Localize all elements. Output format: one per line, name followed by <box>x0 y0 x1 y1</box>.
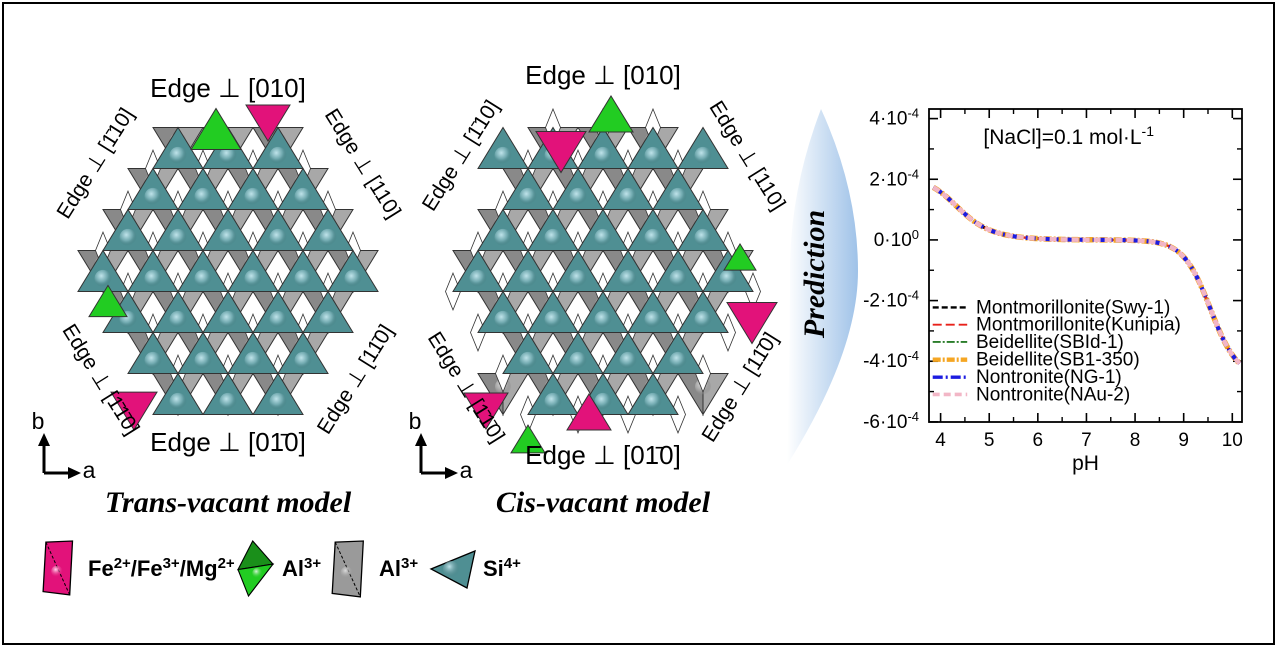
svg-text:4·10-4: 4·10-4 <box>869 105 919 130</box>
svg-text:0·100: 0·100 <box>874 226 919 251</box>
svg-text:Fe2+/Fe3+/Mg2+: Fe2+/Fe3+/Mg2+ <box>88 555 235 582</box>
svg-text:10: 10 <box>1222 430 1243 451</box>
svg-text:Al3+: Al3+ <box>379 555 418 582</box>
svg-text:b: b <box>32 408 45 434</box>
svg-text:5: 5 <box>984 430 995 451</box>
svg-text:a: a <box>460 457 473 483</box>
svg-text:-6·10-4: -6·10-4 <box>863 408 919 433</box>
svg-text:-2·10-4: -2·10-4 <box>863 287 919 312</box>
svg-text:Edge ⊥ [11̄0]: Edge ⊥ [11̄0] <box>313 321 398 438</box>
svg-text:a: a <box>83 457 96 483</box>
svg-text:2·10-4: 2·10-4 <box>869 166 919 191</box>
svg-text:Edge ⊥ [1̄1̄0]: Edge ⊥ [1̄1̄0] <box>57 320 143 439</box>
svg-text:7: 7 <box>1081 430 1092 451</box>
svg-text:Si4+: Si4+ <box>483 555 521 582</box>
svg-text:[NaCl]=0.1 mol·L-1: [NaCl]=0.1 mol·L-1 <box>983 123 1154 149</box>
svg-text:Cis-vacant model: Cis-vacant model <box>496 486 711 519</box>
svg-text:9: 9 <box>1178 430 1189 451</box>
svg-text:Al3+: Al3+ <box>282 555 321 582</box>
svg-text:Edge ⊥ [01̄0]: Edge ⊥ [01̄0] <box>150 427 306 457</box>
svg-text:Nontronite(NAu-2): Nontronite(NAu-2) <box>976 384 1130 405</box>
svg-text:b: b <box>409 408 422 434</box>
svg-text:-4·10-4: -4·10-4 <box>863 348 919 373</box>
svg-text:4: 4 <box>935 430 946 451</box>
svg-text:Edge ⊥ [010]: Edge ⊥ [010] <box>525 60 681 90</box>
svg-text:pH: pH <box>1072 452 1099 475</box>
svg-text:8: 8 <box>1130 430 1141 451</box>
svg-text:Edge ⊥ [010]: Edge ⊥ [010] <box>150 73 306 103</box>
svg-text:Edge ⊥ [01̄0]: Edge ⊥ [01̄0] <box>525 440 681 470</box>
svg-text:6: 6 <box>1033 430 1044 451</box>
svg-text:Trans-vacant model: Trans-vacant model <box>105 486 352 519</box>
